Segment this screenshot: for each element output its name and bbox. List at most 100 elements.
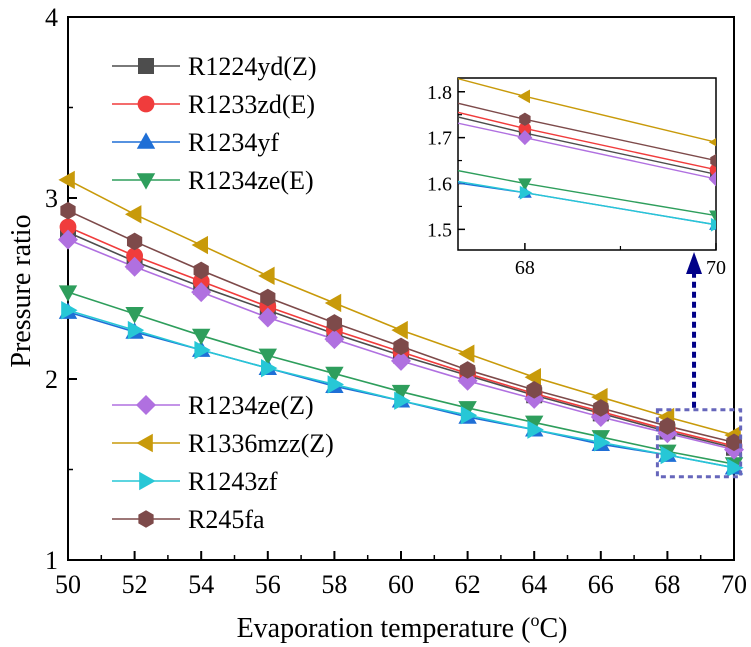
legend-item-r1234yf: R1234yf bbox=[112, 128, 279, 157]
data-point-r1243zf bbox=[127, 320, 145, 340]
data-point-r1336mzz-z bbox=[391, 320, 408, 340]
legend-label: R1234ze(E) bbox=[188, 166, 314, 195]
data-point-r1234ze-e bbox=[325, 366, 344, 384]
inset-data-point-r1233zd-e bbox=[709, 163, 716, 177]
data-point-r1234ze-e bbox=[192, 328, 211, 346]
legend-marker bbox=[137, 95, 155, 113]
x-tick-label: 68 bbox=[654, 570, 680, 599]
legend-item-r245fa: R245fa bbox=[112, 505, 265, 534]
data-point-r1243zf bbox=[394, 391, 411, 410]
data-point-r1336mzz-z bbox=[258, 266, 275, 286]
inset-series-group bbox=[458, 78, 716, 232]
data-point-r1234ze-e bbox=[258, 348, 277, 366]
x-tick-label: 60 bbox=[388, 570, 414, 599]
legend-marker bbox=[136, 395, 156, 415]
legend-marker bbox=[139, 471, 156, 491]
series-markers-r1243zf bbox=[61, 301, 744, 477]
x-tick-label: 62 bbox=[455, 570, 481, 599]
data-point-r1336mzz-z bbox=[524, 367, 541, 387]
legend-label: R245fa bbox=[188, 505, 265, 534]
inset-y-tick-label: 1.5 bbox=[427, 219, 452, 241]
data-point-r1234ze-e bbox=[58, 285, 78, 302]
inset-data-point-r1234ze-e bbox=[517, 178, 532, 191]
legend-marker bbox=[136, 433, 153, 453]
data-point-r245fa bbox=[326, 314, 343, 332]
data-point-r1243zf bbox=[594, 433, 611, 452]
inset-data-point-r1233zd-e bbox=[518, 122, 532, 135]
data-point-r1233zd-e bbox=[192, 272, 210, 290]
data-point-r1336mzz-z bbox=[58, 170, 75, 190]
data-point-r1243zf bbox=[460, 406, 478, 425]
legend-label: R1243zf bbox=[188, 467, 278, 496]
data-point-r245fa bbox=[526, 381, 542, 399]
inset-y-tick-label: 1.6 bbox=[427, 173, 452, 195]
legend-marker bbox=[136, 132, 156, 149]
x-tick-label: 52 bbox=[122, 570, 148, 599]
data-point-r245fa bbox=[260, 288, 276, 307]
inset-data-point-r245fa bbox=[710, 153, 716, 168]
x-axis-title-unit: C) bbox=[539, 613, 567, 644]
inset-plot: 68 70 1.5 1.6 1.7 1.8 bbox=[427, 77, 726, 279]
data-point-r245fa bbox=[193, 261, 209, 280]
x-tick-label: 58 bbox=[321, 570, 347, 599]
legend-marker bbox=[138, 58, 154, 74]
data-point-r1234ze-z bbox=[391, 350, 411, 371]
inset-data-point-r1336mzz-z bbox=[708, 138, 716, 147]
legend-item-r1234ze-z: R1234ze(Z) bbox=[112, 391, 314, 420]
legend-item-r1243zf: R1243zf bbox=[112, 467, 278, 496]
legend-bottom-left: R1234ze(Z) R1336mzz(Z) R1243zf R245fa bbox=[112, 391, 334, 534]
data-point-r245fa bbox=[459, 361, 476, 379]
data-point-r1234ze-z bbox=[191, 282, 212, 303]
data-point-r1243zf bbox=[727, 458, 744, 477]
data-point-r1234ze-e bbox=[125, 307, 144, 324]
data-point-r1234ze-z bbox=[58, 229, 78, 250]
data-point-r1234ze-z bbox=[324, 329, 345, 350]
y-tick-label: 2 bbox=[45, 365, 58, 394]
data-point-r1234ze-z bbox=[257, 307, 278, 328]
data-point-r1243zf bbox=[61, 301, 78, 320]
data-point-r1243zf bbox=[527, 420, 544, 439]
data-point-r245fa bbox=[593, 399, 609, 417]
legend-marker bbox=[138, 510, 154, 528]
inset-frame bbox=[457, 77, 717, 251]
data-point-r1336mzz-z bbox=[191, 235, 208, 255]
data-point-r1243zf bbox=[327, 375, 344, 394]
legend-top-left: R1224yd(Z) R1233zd(E) R1234yf R1234ze(E) bbox=[112, 52, 317, 195]
legend-label: R1336mzz(Z) bbox=[188, 429, 334, 458]
x-tick-label: 70 bbox=[721, 570, 747, 599]
y-tick-label: 1 bbox=[45, 546, 58, 575]
data-point-r1336mzz-z bbox=[125, 205, 142, 224]
legend-item-r1233zd-e: R1233zd(E) bbox=[112, 90, 315, 119]
data-point-r245fa bbox=[126, 232, 143, 251]
main-axis-ticks: 50 52 54 56 58 60 62 64 66 68 70 1 2 3 4 bbox=[45, 3, 747, 599]
data-point-r1233zd-e bbox=[126, 247, 143, 265]
inset-data-point-r1234ze-z bbox=[517, 130, 533, 146]
x-axis-title-text: Evaporation temperature ( bbox=[237, 613, 531, 644]
inset-data-point-r1336mzz-z bbox=[517, 89, 530, 104]
data-point-r1233zd-e bbox=[59, 218, 77, 236]
inset-data-point-r1234ze-z bbox=[708, 171, 716, 187]
data-point-r1234ze-e bbox=[458, 401, 477, 418]
legend-item-r1224yd-z: R1224yd(Z) bbox=[112, 52, 317, 81]
y-tick-label: 4 bbox=[45, 3, 58, 32]
data-point-r1243zf bbox=[194, 340, 211, 360]
series-r1234ze-e bbox=[67, 291, 735, 465]
x-tick-label: 66 bbox=[588, 570, 614, 599]
legend-label: R1224yd(Z) bbox=[188, 52, 317, 81]
y-tick-label: 3 bbox=[45, 184, 58, 213]
x-tick-label: 50 bbox=[55, 570, 81, 599]
y-axis-title: Pressure ratio bbox=[6, 214, 37, 367]
main-series-group bbox=[58, 170, 744, 477]
inset-data-point-r1243zf bbox=[710, 217, 716, 232]
inset-data-point-r1243zf bbox=[519, 185, 533, 200]
series-line-r1234ze-e bbox=[67, 291, 735, 465]
x-tick-label: 56 bbox=[255, 570, 281, 599]
inset-data-point-r1234ze-e bbox=[709, 210, 716, 223]
zoom-region-box bbox=[655, 252, 743, 479]
legend-item-r1234ze-e: R1234ze(E) bbox=[112, 166, 314, 195]
series-r1233zd-e bbox=[67, 226, 735, 447]
inset-x-tick-label: 68 bbox=[515, 257, 535, 279]
series-markers-r1336mzz-z bbox=[58, 170, 741, 445]
data-point-r1243zf bbox=[261, 358, 278, 378]
